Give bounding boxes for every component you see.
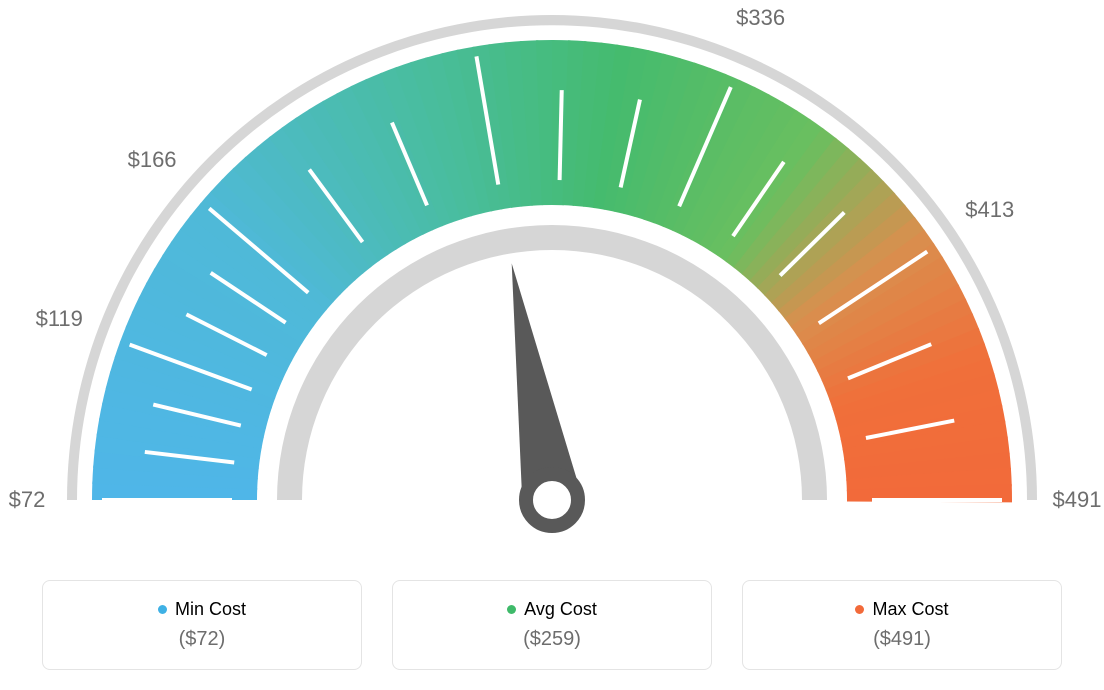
gauge-tick-label: $166 xyxy=(128,147,177,173)
min-cost-title: Min Cost xyxy=(158,599,246,620)
avg-cost-title: Avg Cost xyxy=(507,599,597,620)
avg-dot-icon xyxy=(507,605,516,614)
min-cost-label: Min Cost xyxy=(175,599,246,620)
min-cost-value: ($72) xyxy=(179,628,226,651)
gauge-tick-label: $336 xyxy=(736,5,785,31)
max-cost-title: Max Cost xyxy=(855,599,948,620)
avg-cost-label: Avg Cost xyxy=(524,599,597,620)
max-cost-card: Max Cost ($491) xyxy=(742,580,1062,670)
max-cost-label: Max Cost xyxy=(872,599,948,620)
avg-cost-card: Avg Cost ($259) xyxy=(392,580,712,670)
max-dot-icon xyxy=(855,605,864,614)
gauge-tick-label: $413 xyxy=(965,197,1014,223)
legend-row: Min Cost ($72) Avg Cost ($259) Max Cost … xyxy=(0,580,1104,670)
gauge-chart: $72$119$166$259$336$413$491 xyxy=(0,0,1104,560)
max-cost-value: ($491) xyxy=(873,628,931,651)
gauge-tick-label: $491 xyxy=(1053,487,1102,513)
avg-cost-value: ($259) xyxy=(523,628,581,651)
cost-gauge-widget: $72$119$166$259$336$413$491 Min Cost ($7… xyxy=(0,0,1104,690)
min-cost-card: Min Cost ($72) xyxy=(42,580,362,670)
min-dot-icon xyxy=(158,605,167,614)
gauge-tick-label: $119 xyxy=(36,306,83,332)
gauge-tick-label: $72 xyxy=(9,487,46,513)
